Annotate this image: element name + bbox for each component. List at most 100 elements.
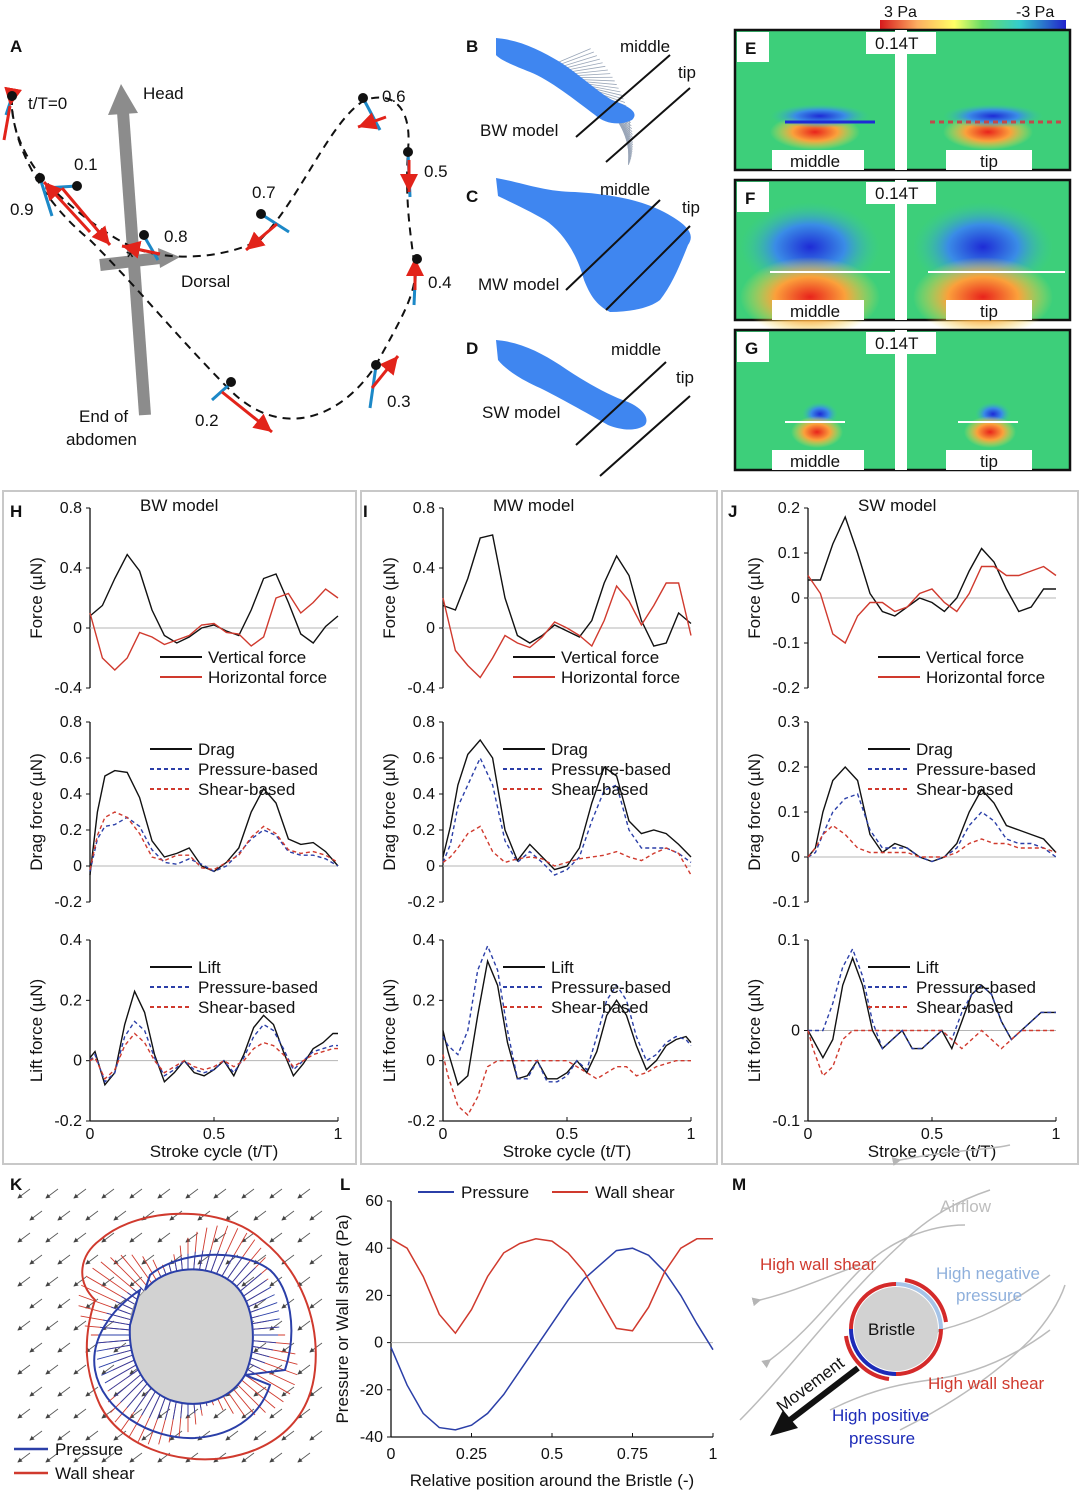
y-tick-label: 0.4 bbox=[60, 786, 82, 803]
legend-label: Lift bbox=[198, 958, 221, 977]
y-tick-label: 0.2 bbox=[413, 992, 435, 1009]
subplot: 0.3 0.2 0.1 0 -0.1 Drag force (µN) DragPressur… bbox=[745, 714, 1057, 911]
chart-title: BW model bbox=[140, 496, 218, 515]
series-line bbox=[807, 793, 1057, 863]
flow-arrow bbox=[225, 1210, 239, 1221]
dorsal-axis bbox=[99, 252, 161, 271]
subplot: 0.8 0.6 0.4 0.2 0 -0.2 Drag force (µN) DragPres… bbox=[27, 714, 339, 911]
pressure-envelope-low bbox=[93, 1287, 272, 1440]
leading-edge-dot bbox=[358, 93, 368, 103]
flow-arrow bbox=[73, 1232, 87, 1243]
flow-arrow bbox=[57, 1254, 71, 1265]
panel-letter: G bbox=[745, 339, 758, 358]
flow-arrow bbox=[309, 1386, 323, 1397]
x-axis-label: Stroke cycle (t/T) bbox=[503, 1142, 631, 1161]
phase-02: 0.2 bbox=[195, 377, 273, 434]
y-tick-label: 0.1 bbox=[778, 932, 800, 949]
flow-arrow bbox=[213, 1408, 227, 1419]
flow-arrow bbox=[73, 1452, 87, 1463]
y-tick-label: 0 bbox=[73, 1053, 82, 1070]
shear-arc-outer-bottom bbox=[844, 1335, 890, 1381]
x-tick-label: 0 bbox=[804, 1126, 813, 1143]
contour-half-right bbox=[930, 104, 1065, 150]
velocity-arrow bbox=[2, 86, 22, 141]
flow-arrow bbox=[29, 1342, 43, 1353]
y-axis-label: Force (µN) bbox=[380, 557, 399, 639]
colorbar-min: -3 Pa bbox=[1016, 4, 1054, 21]
flow-arrow bbox=[213, 1188, 227, 1199]
flow-arrow bbox=[297, 1320, 311, 1331]
x-tick-label: 0.5 bbox=[556, 1126, 578, 1143]
velocity-arrow bbox=[121, 240, 161, 259]
series-line bbox=[442, 534, 692, 647]
legend-label: Pressure-based bbox=[198, 760, 318, 779]
y-tick-label: 0.4 bbox=[413, 786, 435, 803]
flow-arrow bbox=[101, 1232, 115, 1243]
phase-label: t/T=0 bbox=[28, 94, 67, 113]
time-label: 0.14T bbox=[875, 334, 918, 353]
movement-arrow-shaft bbox=[788, 1365, 860, 1423]
flow-arrow bbox=[73, 1364, 87, 1375]
flow-arrow bbox=[57, 1342, 71, 1353]
x-tick-label: 0.75 bbox=[617, 1446, 648, 1463]
panel-b: B middle tip BW model bbox=[466, 37, 696, 165]
flow-arrow bbox=[297, 1276, 311, 1287]
legend-label: Pressure-based bbox=[198, 978, 318, 997]
streamline bbox=[739, 1189, 991, 1421]
time-box bbox=[866, 182, 936, 204]
flow-arrow bbox=[281, 1430, 295, 1441]
x-tick-label: 0.5 bbox=[203, 1126, 225, 1143]
flow-arrow bbox=[45, 1408, 59, 1419]
y-axis-label: Lift force (µN) bbox=[380, 979, 399, 1082]
time-box bbox=[866, 32, 936, 54]
series-line bbox=[89, 1020, 338, 1084]
flow-arrow bbox=[45, 1320, 59, 1331]
flow-arrow bbox=[45, 1232, 59, 1243]
flow-arrow bbox=[29, 1210, 43, 1221]
phase-label: 0.9 bbox=[10, 200, 34, 219]
legend-label: Vertical force bbox=[208, 648, 306, 667]
flow-arrow bbox=[185, 1452, 199, 1463]
subplot: 0.2 0.1 0 -0.1 -0.2 Force (µN) Vertical forceH… bbox=[745, 500, 1057, 697]
y-tick-label: 0 bbox=[791, 590, 800, 607]
x-tick-label: 0.5 bbox=[541, 1446, 563, 1463]
streamline bbox=[891, 1144, 1011, 1166]
flow-arrow bbox=[17, 1320, 31, 1331]
panel-k-letter: K bbox=[10, 1175, 23, 1194]
panel-c: C middle tip MW model bbox=[466, 178, 700, 312]
left-label-box bbox=[772, 150, 864, 170]
velocity-arrow bbox=[42, 180, 92, 234]
velocity-arrow bbox=[357, 112, 387, 130]
leading-edge-dot bbox=[35, 173, 45, 183]
left-label: middle bbox=[790, 302, 840, 321]
flow-arrow bbox=[197, 1254, 211, 1265]
legend-label: Shear-based bbox=[916, 780, 1013, 799]
tip-label: tip bbox=[682, 198, 700, 217]
flow-arrow bbox=[85, 1430, 99, 1441]
x-tick-label: 0 bbox=[387, 1446, 396, 1463]
phase-label: 0.5 bbox=[424, 162, 448, 181]
y-axis-label: Force (µN) bbox=[27, 557, 46, 639]
y-tick-label: 0 bbox=[426, 620, 435, 637]
middle-cut-line bbox=[565, 199, 661, 291]
legend-label: Lift bbox=[551, 958, 574, 977]
flow-arrow bbox=[241, 1232, 255, 1243]
flow-arrow bbox=[17, 1364, 31, 1375]
y-axis-label: Lift force (µN) bbox=[27, 979, 46, 1082]
negative-pressure-arc bbox=[895, 1282, 943, 1330]
flow-arrow bbox=[45, 1452, 59, 1463]
x-tick-label: 0.5 bbox=[921, 1126, 943, 1143]
y-axis-label: Pressure or Wall shear (Pa) bbox=[333, 1214, 352, 1423]
panel-m: M Airflow Bristle High wall shear High n… bbox=[732, 1144, 1066, 1448]
series-line bbox=[442, 738, 692, 871]
flow-arrow bbox=[253, 1430, 267, 1441]
model-label: MW model bbox=[478, 275, 559, 294]
chart-title: MW model bbox=[493, 496, 574, 515]
y-axis-label: Force (µN) bbox=[745, 557, 764, 639]
y-tick-label: 0.8 bbox=[413, 500, 435, 517]
pressure-blue bbox=[943, 104, 1043, 128]
end-label-2: abdomen bbox=[66, 430, 137, 449]
high-negative-label-1: High negative bbox=[936, 1264, 1040, 1283]
